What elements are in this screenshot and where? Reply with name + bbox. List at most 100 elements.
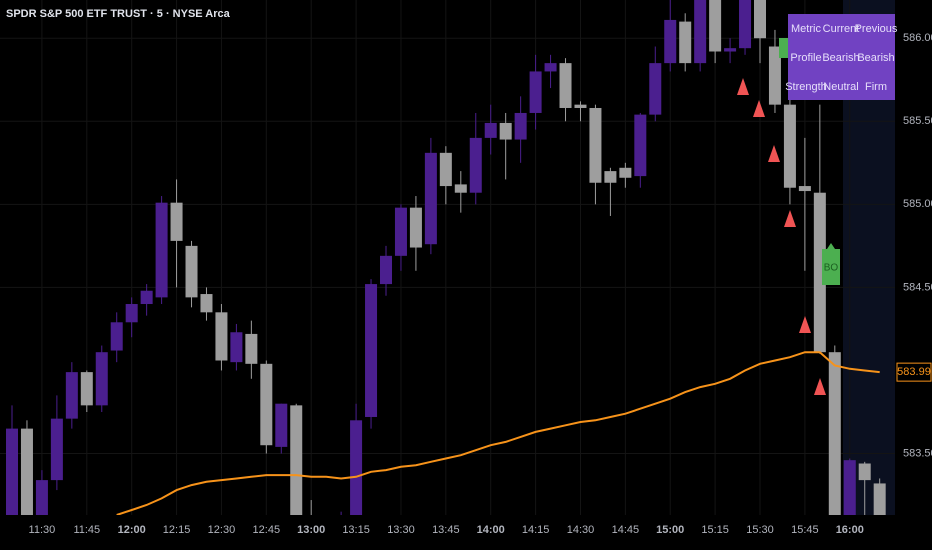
sell-signal — [799, 316, 811, 333]
candle-body — [499, 122, 512, 140]
candle-body — [35, 480, 48, 515]
x-tick-label: 13:00 — [297, 524, 325, 536]
candle-body — [65, 372, 78, 419]
candle-body — [439, 152, 452, 187]
table-cell: Strength — [785, 81, 827, 93]
y-tick-label: 583.50 — [903, 447, 932, 459]
candle-body — [50, 418, 63, 481]
x-tick-label: 12:15 — [163, 524, 191, 536]
x-tick-label: 12:00 — [118, 524, 146, 536]
plot-area — [6, 0, 886, 515]
x-tick-label: 16:00 — [836, 524, 864, 536]
last-value-label: 583.99 — [897, 366, 931, 378]
table-cell: Previous — [855, 23, 898, 35]
signals: BO — [737, 38, 840, 395]
y-tick-label: 585.00 — [903, 198, 932, 210]
sell-signal — [737, 78, 749, 95]
candle-body — [724, 48, 737, 52]
x-tick-label: 14:00 — [477, 524, 505, 536]
table-cell: Neutral — [823, 81, 858, 93]
candle-body — [155, 202, 168, 298]
last-value-box — [896, 362, 932, 382]
candle-body — [350, 420, 363, 515]
chart-title: SPDR S&P 500 ETF TRUST · 5 · NYSE Arca — [6, 8, 231, 20]
x-tick-label: 14:30 — [567, 524, 595, 536]
candle-body — [739, 0, 752, 49]
price-axis: 583.50 584.50 585.00 585.50 586.00 11:30 11:45… — [29, 32, 932, 536]
candle-body — [245, 333, 258, 364]
candle-body — [664, 19, 677, 64]
candle-body — [185, 245, 198, 298]
x-tick-label: 15:30 — [746, 524, 774, 536]
table-cell: Current — [823, 23, 860, 35]
candle-body — [768, 46, 781, 105]
candle-body — [200, 294, 213, 313]
candle-body — [20, 428, 33, 515]
x-tick-label: 13:45 — [432, 524, 460, 536]
table-cell: Bearish — [857, 52, 894, 64]
sell-signal — [768, 145, 780, 162]
breakout-text: BO — [824, 263, 839, 274]
candle-body — [783, 104, 796, 188]
breakout-label — [822, 243, 840, 285]
candle-body — [604, 171, 617, 183]
candle-body — [484, 122, 497, 138]
candle-body — [754, 0, 766, 39]
sell-signal — [784, 210, 796, 227]
average-line — [116, 351, 880, 515]
table-cell: Metric — [791, 23, 821, 35]
candle-body — [798, 186, 811, 192]
x-tick-label: 13:15 — [342, 524, 370, 536]
candle-body — [858, 463, 871, 481]
sell-signal — [814, 378, 826, 395]
candle-body — [409, 207, 422, 248]
candle-body — [290, 405, 303, 515]
table-cell: Firm — [865, 81, 887, 93]
candle-body — [365, 284, 378, 417]
x-tick-label: 15:45 — [791, 524, 819, 536]
candle-body — [619, 167, 632, 178]
sell-signal — [753, 100, 765, 117]
candle-body — [80, 372, 93, 406]
candle-body — [469, 137, 482, 193]
candle-body — [110, 322, 123, 351]
candle-body — [394, 207, 407, 256]
candle-body — [454, 184, 467, 193]
x-tick-label: 15:00 — [656, 524, 684, 536]
candle-body — [215, 312, 228, 361]
candle-body — [275, 403, 288, 447]
candle-body — [559, 63, 572, 108]
candle-body — [813, 192, 826, 353]
candle-body — [873, 483, 886, 515]
x-tick-label: 14:45 — [612, 524, 640, 536]
candle-body — [709, 0, 722, 52]
grid — [0, 0, 895, 515]
candle-body — [514, 112, 527, 140]
breakout-label — [779, 38, 789, 58]
x-tick-label: 13:30 — [387, 524, 415, 536]
x-tick-label: 11:45 — [73, 524, 100, 536]
candle-body — [125, 304, 138, 323]
candle-body — [544, 63, 557, 72]
x-tick-label: 11:30 — [29, 524, 56, 536]
y-tick-label: 584.50 — [903, 281, 932, 293]
table-cell: Profile — [790, 52, 821, 64]
candle-body — [828, 352, 841, 515]
candle-body — [380, 255, 392, 285]
candle-body — [529, 71, 542, 113]
candle-body — [260, 363, 273, 446]
candle-body — [140, 290, 153, 305]
y-tick-label: 585.50 — [903, 115, 932, 127]
x-tick-label: 12:45 — [253, 524, 281, 536]
candle-body — [694, 0, 707, 64]
x-tick-label: 14:15 — [522, 524, 550, 536]
candle-body — [230, 332, 243, 363]
candle-body — [679, 21, 692, 64]
x-tick-label: 15:15 — [701, 524, 729, 536]
candle-body — [6, 428, 18, 515]
x-tick-label: 12:30 — [208, 524, 236, 536]
candle-body — [95, 352, 108, 406]
candle-body — [649, 63, 662, 115]
